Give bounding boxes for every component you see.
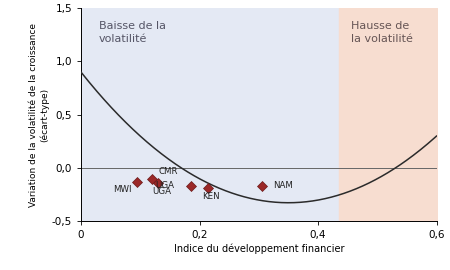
Text: Hausse de
la volatilité: Hausse de la volatilité [351,21,413,44]
Y-axis label: Variation de la volatilité de la croissance
(écart-type): Variation de la volatilité de la croissa… [29,23,49,207]
Text: NAM: NAM [274,181,293,190]
Text: CMR: CMR [158,167,177,177]
Text: Baisse de la
volatilité: Baisse de la volatilité [99,21,166,44]
Text: UGA: UGA [152,187,171,196]
Text: MWI: MWI [113,184,132,194]
X-axis label: Indice du développement financier: Indice du développement financier [174,243,344,254]
Text: KEN: KEN [202,192,220,201]
Text: UGA: UGA [155,181,174,190]
